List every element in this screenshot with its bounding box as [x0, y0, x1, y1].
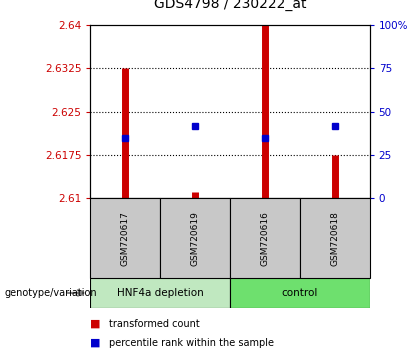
Text: HNF4a depletion: HNF4a depletion: [117, 288, 204, 298]
Text: GSM720619: GSM720619: [191, 211, 200, 266]
Text: transformed count: transformed count: [109, 319, 200, 329]
Text: GSM720617: GSM720617: [121, 211, 130, 266]
Bar: [300, 198, 370, 278]
Bar: [160, 198, 230, 278]
Text: ■: ■: [90, 319, 101, 329]
Bar: [90, 278, 230, 308]
Text: control: control: [281, 288, 318, 298]
Bar: [230, 198, 300, 278]
Bar: [230, 278, 370, 308]
Text: GSM720616: GSM720616: [260, 211, 269, 266]
Text: ■: ■: [90, 338, 101, 348]
Text: genotype/variation: genotype/variation: [4, 288, 97, 298]
Bar: [90, 198, 160, 278]
Text: percentile rank within the sample: percentile rank within the sample: [109, 338, 274, 348]
Text: GSM720618: GSM720618: [330, 211, 339, 266]
Text: GDS4798 / 230222_at: GDS4798 / 230222_at: [154, 0, 306, 11]
